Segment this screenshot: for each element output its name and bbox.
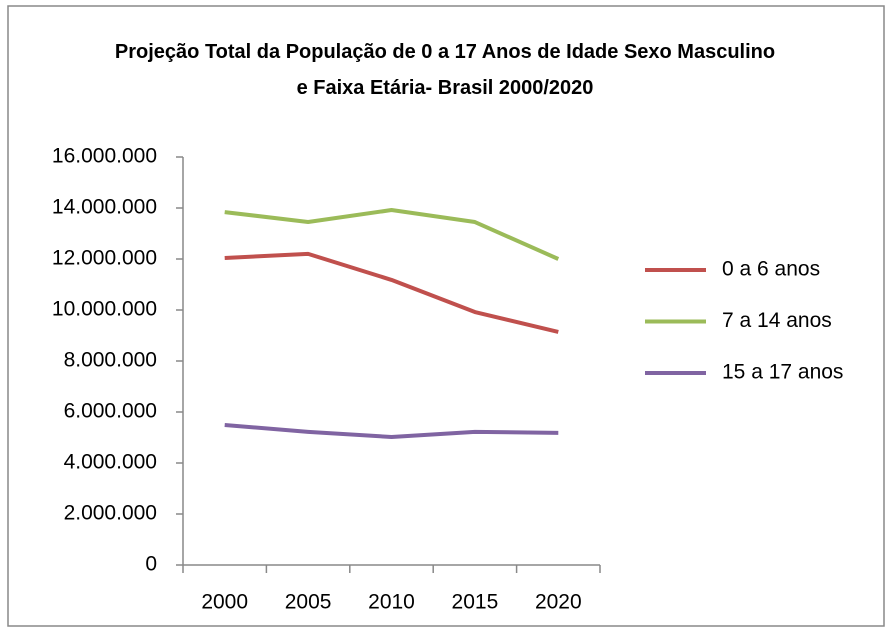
- x-tick-label: 2010: [368, 591, 415, 614]
- series-line: [224, 208, 560, 261]
- x-tick-label: 2005: [285, 591, 332, 614]
- y-tick-label: 2.000.000: [64, 502, 157, 525]
- legend-label: 15 a 17 anos: [722, 361, 843, 384]
- legend-label: 0 a 6 anos: [722, 258, 820, 281]
- x-tick-label: 2000: [201, 591, 248, 614]
- series-line: [224, 251, 559, 334]
- x-tick-label: 2020: [535, 591, 582, 614]
- y-tick-label: 4.000.000: [64, 451, 157, 474]
- y-tick-label: 14.000.000: [52, 196, 157, 219]
- y-tick-label: 16.000.000: [52, 145, 157, 168]
- y-tick-label: 0: [145, 553, 157, 576]
- y-tick-label: 10.000.000: [52, 298, 157, 321]
- legend-label: 7 a 14 anos: [722, 309, 832, 332]
- chart-title: Projeção Total da População de 0 a 17 An…: [114, 41, 776, 99]
- series-line: [224, 423, 559, 439]
- y-tick-label: 12.000.000: [52, 247, 157, 270]
- y-tick-label: 8.000.000: [64, 349, 157, 372]
- x-tick-label: 2015: [452, 591, 499, 614]
- y-tick-label: 6.000.000: [64, 400, 157, 423]
- chart-frame: [7, 5, 885, 627]
